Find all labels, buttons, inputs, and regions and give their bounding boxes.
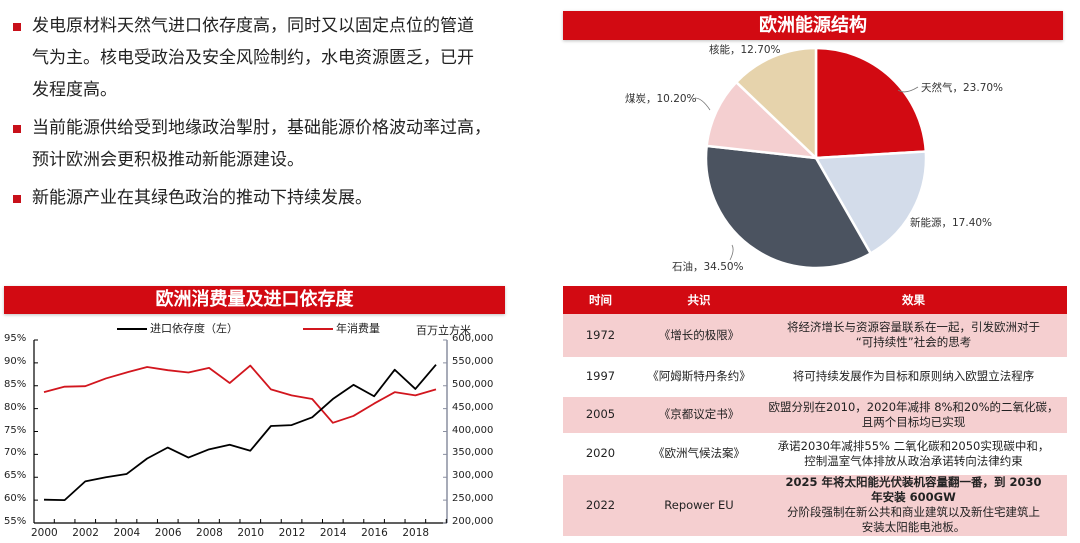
- table-row: 2020 《欧洲气候法案》 承诺2030年减排55% 二氧化碳和2050实现碳中…: [563, 432, 1067, 473]
- col-header-consensus: 共识: [638, 286, 760, 314]
- table-row: 1997 《阿姆斯特丹条约》 将可持续发展作为目标和原则纳入欧盟立法程序: [563, 356, 1067, 395]
- leader-line: [729, 244, 734, 261]
- import-dependence-series-line: [43, 364, 437, 502]
- legend-annual-consumption: 年消费量: [303, 320, 380, 336]
- pie-label-nuclear: 核能，12.70%: [709, 44, 781, 56]
- x-axis-label: 2008: [196, 527, 223, 539]
- x-axis-label: 2004: [113, 527, 141, 539]
- left-axis-label: 90%: [4, 355, 27, 367]
- pie-label-oil: 石油，34.50%: [672, 261, 744, 273]
- slice-natural-gas: [814, 46, 928, 160]
- cell-name: 《欧洲气候法案》: [638, 432, 760, 473]
- energy-structure-pie-chart: 核能，12.70% 天然气，23.70% 煤炭，10.20% 新能源，17.40…: [560, 40, 1080, 280]
- left-axis-label: 65%: [4, 470, 27, 482]
- table-row: 2005 《京都议定书》 欧盟分别在2010，2020年减排 8%和20%的二氧…: [563, 393, 1067, 434]
- slice-oil: [704, 144, 873, 270]
- line-chart-title: 欧洲消费量及进口依存度: [4, 286, 505, 314]
- cell-name: 《京都议定书》: [638, 393, 760, 434]
- left-axis-label: 55%: [4, 516, 27, 527]
- x-axis-label: 2012: [278, 527, 306, 539]
- slice-coal: [705, 80, 820, 160]
- pie-label-new-energy: 新能源，17.40%: [910, 217, 993, 229]
- bullet-text-line: 气为主。核电受政治及安全风险制约，水电资源匮乏，已开: [32, 48, 474, 68]
- pie-chart-title: 欧洲能源结构: [563, 11, 1063, 40]
- cell-name: 《增长的极限》: [638, 314, 760, 358]
- square-bullet-icon: [13, 23, 21, 31]
- slice-new-energy: [813, 150, 928, 256]
- bullet-text-line: 预计欧洲会更积极推动新能源建设。: [32, 150, 304, 170]
- cell-year: 1972: [563, 314, 638, 358]
- square-bullet-icon: [13, 195, 21, 203]
- right-axis-label: 300,000: [452, 470, 494, 482]
- square-bullet-icon: [13, 125, 21, 133]
- consumption-series-line: [43, 364, 437, 424]
- cell-name: Repower EU: [638, 471, 760, 536]
- pie-label-coal: 煤炭，10.20%: [625, 93, 697, 105]
- legend-red-line-icon: [303, 328, 333, 330]
- bullet-text-line: 发电原材料天然气进口依存度高，同时又以固定点位的管道: [32, 16, 474, 36]
- cell-effect: 2025 年将太阳能光伏装机容量翻一番，到 2030 年安装 600GW 分阶段…: [760, 471, 1067, 536]
- cell-effect: 承诺2030年减排55% 二氧化碳和2050实现碳中和， 控制温室气体排放从政治…: [760, 432, 1067, 473]
- right-axis-unit: 百万立方米: [416, 324, 471, 337]
- bullet-item: 当前能源供给受到地缘政治掣肘，基础能源价格波动率过高， 预计欧洲会更积极推动新能…: [12, 112, 532, 176]
- x-axis-label: 2018: [402, 527, 430, 539]
- table-header-row: 时间 共识 效果: [563, 286, 1067, 314]
- right-axis-label: 200,000: [452, 516, 494, 527]
- left-axis-label: 80%: [4, 401, 27, 413]
- legend-black-line-icon: [117, 328, 147, 330]
- cell-effect: 将经济增长与资源容量联系在一起，引发欧洲对于 “可持续性”社会的思考: [760, 314, 1067, 358]
- bullet-item: 新能源产业在其绿色政治的推动下持续发展。: [12, 182, 532, 214]
- leader-line: [897, 86, 919, 93]
- cell-year: 2020: [563, 432, 638, 473]
- cell-year: 2005: [563, 393, 638, 434]
- slice-nuclear: [734, 46, 818, 161]
- right-axis-label: 400,000: [452, 424, 494, 436]
- consumption-import-line-chart: 进口依存度（左） 年消费量 百万立方米 95% 90% 85% 80% 75% 70% 65…: [0, 316, 510, 543]
- bullet-text-line: 新能源产业在其绿色政治的推动下持续发展。: [32, 188, 372, 208]
- table-row: 2022 Repower EU 2025 年将太阳能光伏装机容量翻一番，到 20…: [563, 471, 1067, 536]
- left-axis-label: 95%: [4, 333, 27, 344]
- col-header-effect: 效果: [760, 286, 1067, 314]
- bullet-item: 发电原材料天然气进口依存度高，同时又以固定点位的管道 气为主。核电受政治及安全风…: [12, 10, 532, 106]
- left-axis-label: 60%: [4, 493, 27, 505]
- left-axis-label: 70%: [4, 447, 27, 459]
- x-axis-label: 2000: [31, 527, 58, 539]
- leader-line: [694, 97, 711, 111]
- left-axis-label: 85%: [4, 378, 27, 390]
- legend-import-dependence: 进口依存度（左）: [117, 320, 238, 336]
- x-axis-label: 2006: [154, 527, 182, 539]
- pie-label-natural-gas: 天然气，23.70%: [921, 82, 1004, 94]
- x-axis-label: 2010: [237, 527, 265, 539]
- right-axis-label: 450,000: [452, 401, 494, 413]
- right-axis-label: 550,000: [452, 355, 494, 367]
- right-axis-label: 350,000: [452, 447, 494, 459]
- line-svg: [33, 339, 448, 524]
- cell-name: 《阿姆斯特丹条约》: [638, 356, 760, 395]
- x-axis-label: 2014: [319, 527, 347, 539]
- right-axis-label: 250,000: [452, 493, 494, 505]
- bullet-text-line: 当前能源供给受到地缘政治掣肘，基础能源价格波动率过高，: [32, 118, 491, 138]
- pie-svg: [694, 46, 928, 270]
- right-axis-label: 600,000: [452, 333, 494, 344]
- x-axis-label: 2002: [72, 527, 99, 539]
- right-axis-label: 500,000: [452, 378, 494, 390]
- bullet-text-line: 发程度高。: [32, 80, 117, 100]
- cell-year: 1997: [563, 356, 638, 395]
- col-header-time: 时间: [563, 286, 638, 314]
- cell-effect: 将可持续发展作为目标和原则纳入欧盟立法程序: [760, 356, 1067, 395]
- left-axis-label: 75%: [4, 424, 27, 436]
- eu-policy-table: 时间 共识 效果 1972 《增长的极限》 将经济增长与资源容量联系在一起，引发…: [563, 286, 1067, 536]
- x-axis-label: 2016: [361, 527, 388, 539]
- bullet-list: 发电原材料天然气进口依存度高，同时又以固定点位的管道 气为主。核电受政治及安全风…: [12, 10, 532, 220]
- cell-year: 2022: [563, 471, 638, 536]
- cell-effect: 欧盟分别在2010，2020年减排 8%和20%的二氧化碳， 且两个目标均已实现: [760, 393, 1067, 434]
- table-row: 1972 《增长的极限》 将经济增长与资源容量联系在一起，引发欧洲对于 “可持续…: [563, 314, 1067, 358]
